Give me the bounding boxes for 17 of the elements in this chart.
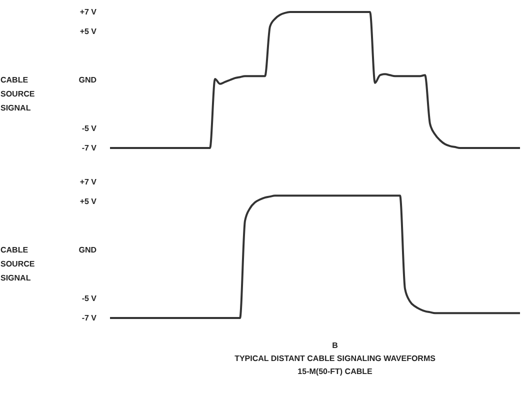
y-tick-label: -5 V: [82, 124, 98, 134]
line-series: [109, 11, 521, 149]
y-tick-label: +5 V: [80, 196, 98, 206]
y-axis-title: CABLE SOURCE SIGNAL: [0, 76, 36, 112]
text: 15-M(50-FT) CABLE: [298, 367, 373, 376]
y-tick-label: GND: [78, 76, 97, 84]
y-tick-label: -7 V: [82, 314, 98, 322]
y-tick-label: +7 V: [80, 8, 98, 16]
y-tick-label: +7 V: [80, 178, 98, 186]
y-tick-label: -7 V: [82, 144, 98, 152]
text: TYPICAL DISTANT CABLE SIGNALING WAVEFORMS: [234, 354, 436, 363]
text: B: [332, 341, 338, 350]
y-tick-label: GND: [78, 246, 97, 254]
y-axis-title: CABLE SOURCE SIGNAL: [0, 246, 36, 282]
y-tick-label: -5 V: [82, 294, 98, 304]
y-tick-label: +5 V: [80, 26, 98, 36]
line-series: [109, 194, 521, 319]
